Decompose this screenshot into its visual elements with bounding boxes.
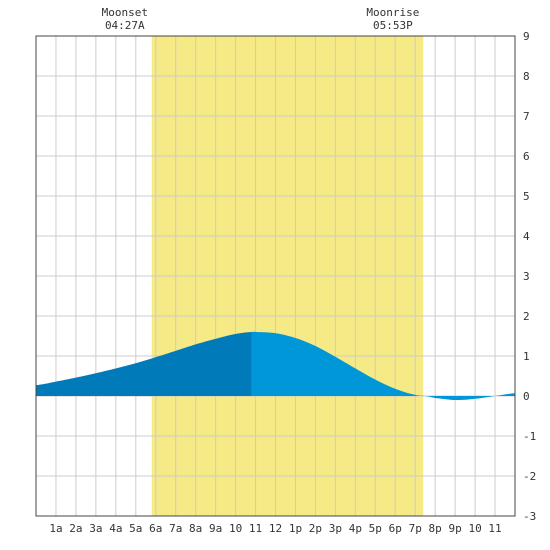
x-tick-label: 4a (109, 522, 122, 535)
x-tick-label: 7a (169, 522, 182, 535)
x-tick-label: 2a (69, 522, 82, 535)
x-tick-label: 6p (389, 522, 402, 535)
moon-event-name: Moonrise (366, 6, 419, 19)
y-tick-label: 6 (523, 150, 530, 163)
y-tick-label: 3 (523, 270, 530, 283)
moon-event-name: Moonset (102, 6, 148, 19)
x-tick-label: 1a (49, 522, 62, 535)
x-tick-label: 6a (149, 522, 162, 535)
x-tick-label: 7p (409, 522, 422, 535)
x-tick-label: 10 (229, 522, 242, 535)
x-tick-label: 1p (289, 522, 302, 535)
tide-area-future (251, 331, 516, 401)
x-tick-label: 9a (209, 522, 222, 535)
x-tick-label: 10 (468, 522, 481, 535)
x-tick-label: 2p (309, 522, 322, 535)
x-tick-label: 3a (89, 522, 102, 535)
x-tick-label: 11 (249, 522, 262, 535)
x-tick-label: 11 (488, 522, 501, 535)
y-tick-label: 4 (523, 230, 530, 243)
y-tick-label: 9 (523, 30, 530, 43)
x-tick-label: 5p (369, 522, 382, 535)
x-tick-label: 8a (189, 522, 202, 535)
x-tick-label: 8p (429, 522, 442, 535)
x-tick-label: 9p (449, 522, 462, 535)
y-tick-label: 8 (523, 70, 530, 83)
x-tick-label: 12 (269, 522, 282, 535)
moon-event-time: 04:27A (105, 19, 145, 32)
y-tick-label: -1 (523, 430, 536, 443)
y-tick-label: 1 (523, 350, 530, 363)
x-tick-label: 3p (329, 522, 342, 535)
y-tick-label: 5 (523, 190, 530, 203)
y-tick-label: 2 (523, 310, 530, 323)
x-tick-label: 4p (349, 522, 362, 535)
y-tick-label: -2 (523, 470, 536, 483)
y-tick-label: 7 (523, 110, 530, 123)
x-tick-label: 5a (129, 522, 142, 535)
moon-event-time: 05:53P (373, 19, 413, 32)
y-tick-label: 0 (523, 390, 530, 403)
tide-area-past (36, 332, 252, 396)
plot-frame (35, 35, 516, 517)
y-tick-label: -3 (523, 510, 536, 523)
